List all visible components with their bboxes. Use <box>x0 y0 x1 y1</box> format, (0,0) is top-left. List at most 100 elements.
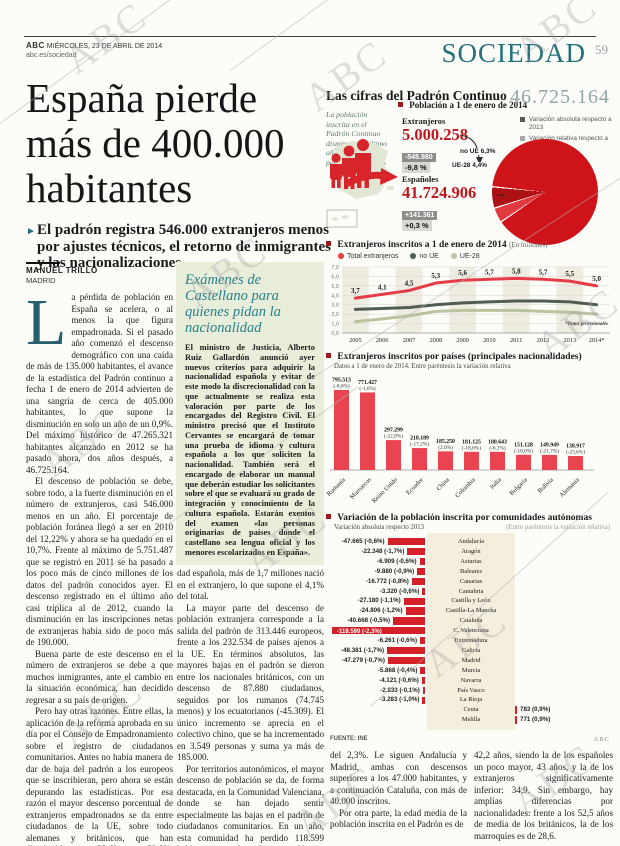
bar-category-label: China <box>435 476 451 492</box>
ccaa-row-Navarra: Navarra -4.121 (-0,6%) <box>330 676 612 686</box>
barchart-title: Extranjeros inscritos por países (princi… <box>326 352 582 362</box>
region-value-label: -118.599 (-2,3%) <box>337 628 382 635</box>
article-column-3: del 2,3%. Le siguen Andalucía y Madrid, … <box>330 750 467 846</box>
region-value-label: -47.665 (-0,6%) <box>341 538 385 545</box>
region-name: Ceuta <box>463 706 479 714</box>
bar-value-label: 151.128 <box>514 442 533 448</box>
legend-swatch-dark <box>520 117 525 122</box>
region-value-label: -40.668 (-0,5%) <box>347 617 391 625</box>
bar-China <box>438 451 453 470</box>
region-bar <box>419 557 425 566</box>
brand-logo: ABC <box>26 41 45 50</box>
nationalities-bar-chart: 795.513(-8,6%)Rumanía771.427(-1,6%)Marru… <box>326 378 594 505</box>
x-tick-label: 2005 <box>349 337 362 344</box>
square-bullet-icon <box>398 102 403 107</box>
paragraph: del 2,3%. Le siguen Andalucía y Madrid, … <box>330 750 467 806</box>
region-bar <box>411 577 425 585</box>
ccaa-row-Extremadura: Extremadura -6.261 (-0,6%) <box>330 636 612 646</box>
ccaa-row-Andalucía: Andalucía -47.665 (-0,6%) <box>330 537 612 547</box>
article-column-2: dad española, más de 1,7 millones nació … <box>177 568 324 846</box>
region-bar <box>403 597 425 605</box>
bar-variation-label: (-1,6%) <box>359 385 376 392</box>
region-name: Navarra <box>460 676 482 684</box>
byline-place: MADRID <box>26 276 56 285</box>
x-tick-label: 2010 <box>483 337 496 344</box>
data-label: 4,1 <box>378 283 387 291</box>
region-name: Murcia <box>461 666 481 674</box>
pie-label-ue28: UE-28 4,4% <box>450 162 490 169</box>
foreigners-line-chart: 0,0 1,0 2,0 3,0 4,0 5,0 6,0 7,0 3,7 4,1 4,5 5,3 5,6 5… <box>331 265 610 344</box>
square-bullet-icon <box>326 353 331 358</box>
region-value-label: -9.880 (-0,9%) <box>374 567 415 575</box>
region-bar <box>515 706 517 714</box>
region-bar <box>420 637 425 645</box>
data-label: 5,8 <box>512 267 521 275</box>
source-credit: FUENTE: INE <box>330 736 368 742</box>
region-value-label: 783 (0,9%) <box>520 706 551 714</box>
year-band <box>395 267 423 333</box>
region-name: Galicia <box>461 646 481 654</box>
legend-label: Total extranjeros <box>347 253 399 260</box>
region-name: Melilla <box>461 716 481 724</box>
paragraph: Buena parte de este descenso en el númer… <box>26 648 173 705</box>
ccaa-row-Galicia: Galicia -48.381 (-1,7%) <box>330 646 612 656</box>
ccaa-row-Castilla y León: Castilla y León -27.180 (-1,1%) <box>330 596 612 606</box>
region-value-label: -47.279 (-0,7%) <box>341 656 385 664</box>
page-number: 59 <box>595 42 608 57</box>
ccaa-row-Asturias: Asturias -6.909 (-0,6%) <box>330 557 612 567</box>
top-rule <box>24 36 596 37</box>
foreigners-relative-change: -9,8 % <box>402 157 430 175</box>
bar-value-label: 180.643 <box>488 439 507 445</box>
bar-category-label: Ecuador <box>405 476 426 497</box>
foreigners-absolute-change: -545.980 <box>402 146 436 164</box>
bar-variation-label: (-18,6%) <box>462 444 481 451</box>
y-tick-label: 6,0 <box>331 274 339 280</box>
site-url: abc.es/sociedad <box>26 52 77 59</box>
right-arrow-icon: → <box>494 186 506 200</box>
region-name: Cataluña <box>459 617 483 625</box>
bar-variation-label: (2,0%) <box>438 444 453 451</box>
bar-value-label: 138.917 <box>566 444 585 450</box>
pie-connector-arrow <box>459 134 483 165</box>
population-label: Población a 1 de enero de 2014 <box>398 100 527 110</box>
ccaa-row-Canarias: Canarias -16.772 (-0,8%) <box>330 577 612 587</box>
paragraph: Pero hay otras razones. Entre ellas, la … <box>26 706 173 846</box>
legend-swatch-light <box>520 136 525 141</box>
ccaa-horizontal-bar-chart: Andalucía -47.665 (-0,6%) Aragón -22.348 (-… <box>330 533 612 730</box>
ccaa-row-Cantabria: Cantabria -3.320 (-0,6%) <box>330 587 612 597</box>
data-label: 5,3 <box>431 272 440 280</box>
legend-item-absolute: Variación absoluta respecto a 2013 <box>520 116 613 131</box>
pie-label-no-ue: no UE 6,3% <box>458 148 498 155</box>
legend-dot-icon <box>450 253 457 259</box>
date-line: MIÉRCOLES, 23 DE ABRIL DE 2014 <box>46 43 163 50</box>
bar-variation-label: (-6,1%) <box>489 444 506 451</box>
x-tick-label: 2013 <box>564 337 577 344</box>
bar-variation-label: (-23,6%) <box>566 449 585 456</box>
sidebar-box: Exámenes de Castellano para quienes pida… <box>176 262 324 565</box>
data-label: 5,7 <box>485 268 494 276</box>
foreigners-label: Extranjeros <box>402 116 446 126</box>
data-label: 5,6 <box>458 269 467 277</box>
region-value-label: -3.283 (-1,0%) <box>379 696 420 704</box>
subheadline: ► El padrón registra 546.000 extranjeros… <box>26 222 331 271</box>
bar-Reino Unido <box>386 440 401 470</box>
ccaa-subtitle-left: Variación absoluta respecto 2013 <box>334 524 425 531</box>
ccaa-row-Ceuta: Ceuta 783 (0,9%) <box>330 705 612 715</box>
spaniards-value: 41.724.906 <box>402 183 477 202</box>
region-name: Extremadura <box>454 637 488 644</box>
region-bar <box>421 676 425 684</box>
barchart-subtitle: Datos a 1 de enero de 2014. Entre parént… <box>334 363 511 370</box>
region-name: Asturias <box>460 557 482 565</box>
bar-variation-label: (-10,6%) <box>514 447 533 454</box>
data-label: 3,7 <box>351 287 360 295</box>
region-value-label: 771 (0,9%) <box>520 716 551 724</box>
infographic-title: Las cifras del Padrón Continuo <box>326 88 507 103</box>
canarias-island <box>332 217 338 221</box>
bar-category-label: Colombia <box>454 476 477 499</box>
square-bullet-icon <box>326 514 331 519</box>
region-value-label: -27.180 (-1,1%) <box>357 597 401 605</box>
sidebar-box-body: El ministro de Justicia, Alberto Ruiz Ga… <box>185 343 315 557</box>
ccaa-row-Murcia: Murcia -5.868 (-0,4%) <box>330 666 612 676</box>
bar-Ecuador <box>412 448 427 470</box>
